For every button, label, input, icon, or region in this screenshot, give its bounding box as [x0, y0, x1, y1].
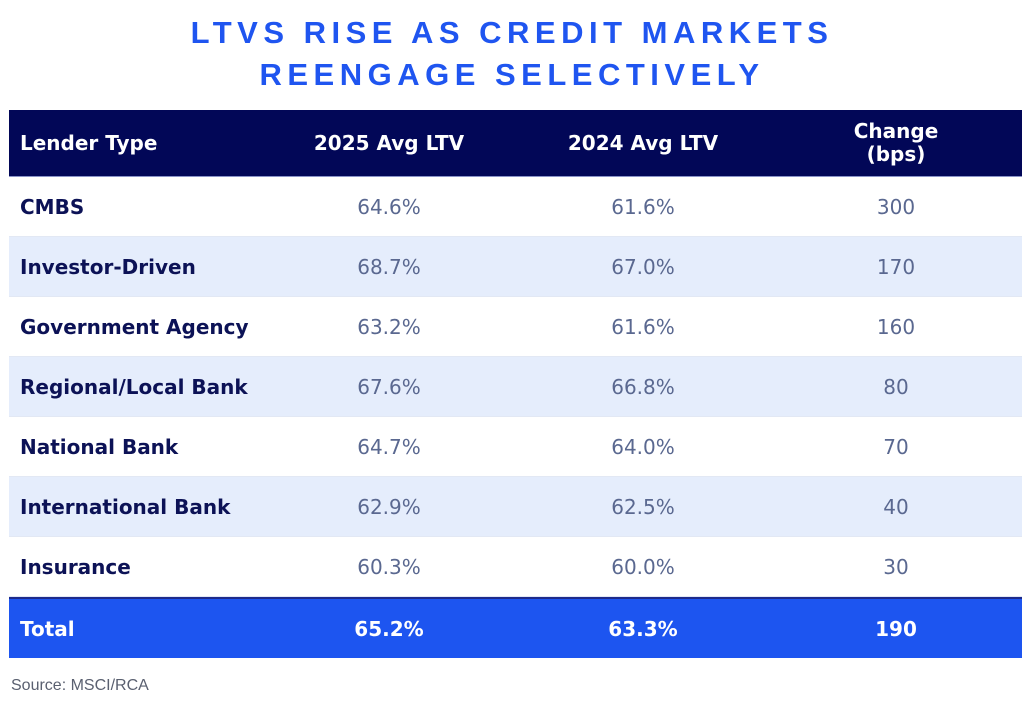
table-row: National Bank 64.7% 64.0% 70: [9, 417, 1022, 477]
change-bps-cell: 300: [876, 194, 916, 219]
ltv-2024-cell: 64.0%: [611, 434, 675, 459]
chart-title-line1: LTVS RISE AS CREDIT MARKETS: [190, 15, 834, 50]
ltv-2025-cell: 68.7%: [357, 254, 421, 279]
table-row: Investor-Driven 68.7% 67.0% 170: [9, 237, 1022, 297]
ltv-2025-cell: 62.9%: [357, 494, 421, 519]
header-change-bps: Change (bps): [770, 120, 1022, 166]
lender-type-cell: Investor-Driven: [20, 254, 196, 279]
table-row: Government Agency 63.2% 61.6% 160: [9, 297, 1022, 357]
change-bps-cell: 30: [883, 554, 909, 579]
change-bps-cell: 70: [883, 434, 909, 459]
chart-title-line2: REENGAGE SELECTIVELY: [259, 57, 765, 92]
ltv-2024-cell: 66.8%: [611, 374, 675, 399]
table-row: CMBS 64.6% 61.6% 300: [9, 177, 1022, 237]
ltv-table: Lender Type 2025 Avg LTV 2024 Avg LTV Ch…: [9, 110, 1022, 658]
total-label: Total: [20, 616, 75, 641]
table-total-row: Total 65.2% 63.3% 190: [9, 597, 1022, 658]
ltv-2024-cell: 61.6%: [611, 314, 675, 339]
change-bps-cell: 170: [876, 254, 916, 279]
header-2024-avg-ltv: 2024 Avg LTV: [567, 130, 719, 155]
table-row: Insurance 60.3% 60.0% 30: [9, 537, 1022, 597]
ltv-2024-cell: 67.0%: [611, 254, 675, 279]
header-change-line2: (bps): [866, 142, 926, 166]
lender-type-cell: Insurance: [20, 554, 131, 579]
ltv-2025-cell: 60.3%: [357, 554, 421, 579]
lender-type-cell: International Bank: [20, 494, 231, 519]
table-row: Regional/Local Bank 67.6% 66.8% 80: [9, 357, 1022, 417]
ltv-2024-cell: 62.5%: [611, 494, 675, 519]
header-2025-avg-ltv: 2025 Avg LTV: [313, 130, 465, 155]
total-change-bps: 190: [875, 616, 917, 641]
table-row: International Bank 62.9% 62.5% 40: [9, 477, 1022, 537]
total-ltv-2025: 65.2%: [354, 616, 424, 641]
source-note: Source: MSCI/RCA: [11, 677, 149, 694]
ltv-2025-cell: 67.6%: [357, 374, 421, 399]
header-lender-type: Lender Type: [20, 130, 158, 155]
ltv-2025-cell: 64.7%: [357, 434, 421, 459]
change-bps-cell: 40: [883, 494, 909, 519]
lender-type-cell: National Bank: [20, 434, 179, 459]
ltv-2024-cell: 60.0%: [611, 554, 675, 579]
table-header-row: Lender Type 2025 Avg LTV 2024 Avg LTV Ch…: [9, 110, 1022, 177]
ltv-2025-cell: 63.2%: [357, 314, 421, 339]
change-bps-cell: 80: [883, 374, 909, 399]
lender-type-cell: Regional/Local Bank: [20, 374, 248, 399]
lender-type-cell: CMBS: [20, 194, 85, 219]
ltv-2025-cell: 64.6%: [357, 194, 421, 219]
total-ltv-2024: 63.3%: [608, 616, 678, 641]
ltv-2024-cell: 61.6%: [611, 194, 675, 219]
header-change-line1: Change: [853, 119, 939, 143]
chart-title: LTVS RISE AS CREDIT MARKETS REENGAGE SEL…: [0, 12, 1024, 96]
lender-type-cell: Government Agency: [20, 314, 249, 339]
change-bps-cell: 160: [876, 314, 916, 339]
